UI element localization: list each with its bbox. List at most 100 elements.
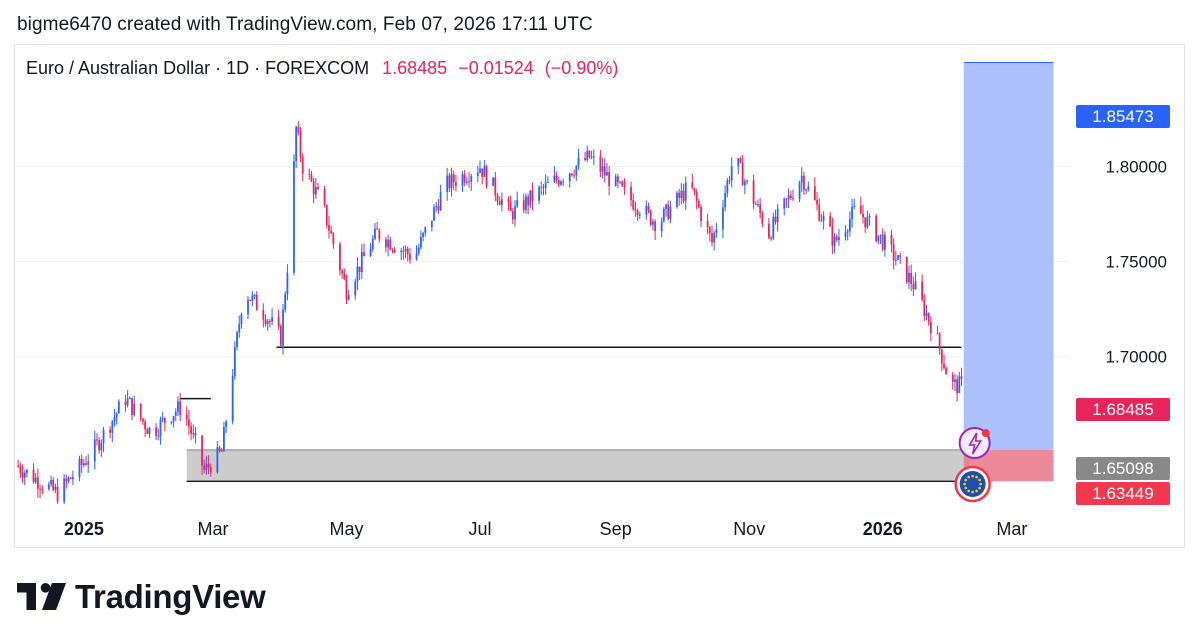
candle-body [603,166,606,176]
candle-body [568,173,571,182]
candle-body [155,427,157,437]
candle-body [389,239,392,250]
candle-body [157,435,160,437]
candle-body [117,401,120,414]
candle-body [201,435,203,466]
x-tick-label: Mar [996,519,1027,539]
candle-body [113,417,116,422]
candle-body [452,174,455,183]
candle-body [636,210,639,216]
candle-body [98,440,101,451]
candle-body [23,472,26,478]
candle-body [63,478,66,502]
candle-body [897,255,899,260]
candle-body [468,181,470,183]
candle-body [577,158,580,166]
candle-body [697,201,700,208]
candle-body [41,488,44,490]
candle-body [538,187,540,201]
tradingview-logo[interactable]: TradingView [17,578,266,616]
economic-event-icon[interactable] [958,427,991,459]
candle-body [21,473,24,478]
candle-body [378,229,381,240]
price-label[interactable]: 1.65098 [1076,457,1170,480]
candle-body [560,181,562,185]
candle-body [829,215,832,227]
candle-body [899,255,902,257]
candle-body [144,421,147,430]
price-label[interactable]: 1.85473 [1076,105,1170,128]
candle-body [691,182,694,188]
candle-body [406,248,409,255]
price-label[interactable]: 1.63449 [1076,482,1170,505]
candle-body [525,196,527,211]
candle-body [483,166,486,177]
x-tick-label: 2026 [863,519,903,539]
eu-flag-icon[interactable] [954,465,991,503]
candle-body [960,376,963,379]
price-label[interactable]: 1.68485 [1076,398,1170,421]
candle-body [621,181,624,186]
candle-body [800,175,803,183]
candle-body [424,227,427,233]
candle-body [654,221,656,232]
candle-body [905,256,908,283]
candle-body [761,213,764,224]
candle-body [32,469,35,483]
symbol-title[interactable]: Euro / Australian Dollar · 1D · FOREXCOM [26,58,370,78]
candle-body [684,182,687,201]
candle-body [82,463,85,465]
candle-body [713,232,716,243]
support-zone[interactable] [186,449,971,482]
candle-body [616,176,619,183]
candle-body [908,272,910,283]
candle-body [461,174,464,186]
candle-body [463,174,466,183]
candle-body [87,461,90,465]
candle-body [356,266,359,282]
candle-body [726,180,729,194]
price-label-text: 1.63449 [1092,484,1153,503]
candle-body [820,220,823,222]
candle-body [601,166,604,172]
candle-body [328,224,330,231]
candle-body [266,321,269,324]
candle-body [203,465,206,470]
candle-body [667,204,670,220]
candle-body [109,429,112,433]
candle-body [271,317,273,322]
candle-body [527,196,530,206]
candle-body [34,477,37,483]
candle-body [102,429,105,444]
candle-body [494,177,497,196]
candle-body [205,463,208,470]
candle-body [774,216,777,223]
candle-body [255,294,258,311]
candle-body [662,208,665,222]
candle-body [133,403,136,416]
candle-body [188,419,190,427]
candle-body [831,226,834,246]
candle-body [507,199,510,203]
candle-body [544,182,547,188]
candle-body [341,270,344,274]
candle-body [715,229,718,233]
candle-body [665,204,667,209]
candle-body [194,433,197,436]
candle-body [96,439,98,441]
candle-body [848,219,851,232]
candle-body [354,281,357,296]
candle-body [877,235,880,242]
candle-body [619,181,621,183]
candle-body [163,418,166,423]
candle-body [851,206,853,220]
candle-body [722,207,724,230]
y-tick-label: 1.70000 [1106,348,1167,367]
candle-body [50,479,52,485]
candle-body [387,239,389,248]
candle-body [325,204,328,225]
target-zone[interactable] [963,62,1054,450]
candle-body [115,413,118,418]
candle-body [393,250,396,253]
